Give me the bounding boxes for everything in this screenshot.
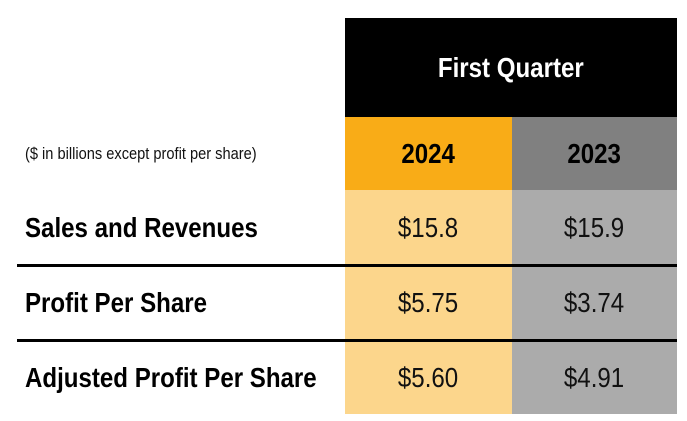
row-label: Sales and Revenues [25, 211, 258, 243]
table-cell: $5.60 [398, 362, 459, 393]
row-label: Adjusted Profit Per Share [25, 362, 317, 393]
units-note: ($ in billions except profit per share) [25, 144, 257, 163]
table-title: First Quarter [345, 18, 677, 117]
table-cell: $3.74 [564, 287, 625, 318]
row-label: Profit Per Share [25, 287, 208, 318]
row-divider [17, 339, 677, 342]
column-2023-body [512, 190, 677, 414]
column-header-2023: 2023 [512, 117, 677, 190]
table-cell: $4.91 [564, 362, 625, 393]
column-header-2024: 2024 [345, 117, 512, 190]
table-cell: $5.75 [398, 287, 459, 318]
table-cell: $15.8 [398, 211, 459, 243]
table-cell: $15.9 [564, 211, 625, 243]
row-divider [17, 264, 677, 267]
column-2024-body [345, 190, 512, 414]
